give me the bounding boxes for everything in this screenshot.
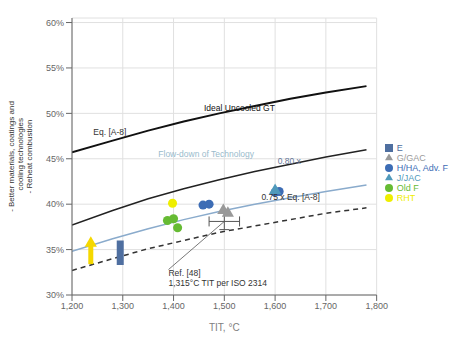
svg-text:1,500: 1,500 <box>213 301 236 311</box>
svg-text:0.80 x: 0.80 x <box>278 156 302 166</box>
svg-text:1,700: 1,700 <box>315 301 338 311</box>
svg-text:50%: 50% <box>46 109 64 119</box>
html-text:Old F: Old F <box>396 182 419 193</box>
html-text:J/JAC: J/JAC <box>396 172 421 183</box>
svg-text:- Better materials, coatings a: - Better materials, coatings and cooling… <box>8 101 34 212</box>
html-text:E: E <box>396 142 403 153</box>
svg-text:Flow-down of Technology: Flow-down of Technology <box>158 149 255 159</box>
svg-text:1,400: 1,400 <box>162 301 185 311</box>
svg-text:60%: 60% <box>46 18 64 28</box>
svg-text:0.75 x Eq. [A-8]: 0.75 x Eq. [A-8] <box>261 192 320 202</box>
svg-text:Eq. [A-8]: Eq. [A-8] <box>93 127 126 137</box>
svg-text:55%: 55% <box>46 63 64 73</box>
svg-text:30%: 30% <box>46 290 64 300</box>
svg-text:1,200: 1,200 <box>61 301 84 311</box>
svg-text:1,600: 1,600 <box>264 301 287 311</box>
html-text:RHT: RHT <box>396 192 416 203</box>
svg-text:40%: 40% <box>46 199 64 209</box>
svg-text:1,800: 1,800 <box>365 301 388 311</box>
svg-text:1,300: 1,300 <box>112 301 135 311</box>
svg-text:35%: 35% <box>46 245 64 255</box>
html-text:G/GAC: G/GAC <box>396 152 426 163</box>
svg-text:TIT, °C: TIT, °C <box>209 322 240 333</box>
svg-text:Ref. [48]1,315°C TIT per ISO 2: Ref. [48]1,315°C TIT per ISO 2314 <box>168 268 267 288</box>
svg-text:45%: 45% <box>46 154 64 164</box>
html-text:H/HA, Adv. F: H/HA, Adv. F <box>396 162 448 173</box>
svg-text:Ideal Uncooled GT: Ideal Uncooled GT <box>204 103 275 113</box>
